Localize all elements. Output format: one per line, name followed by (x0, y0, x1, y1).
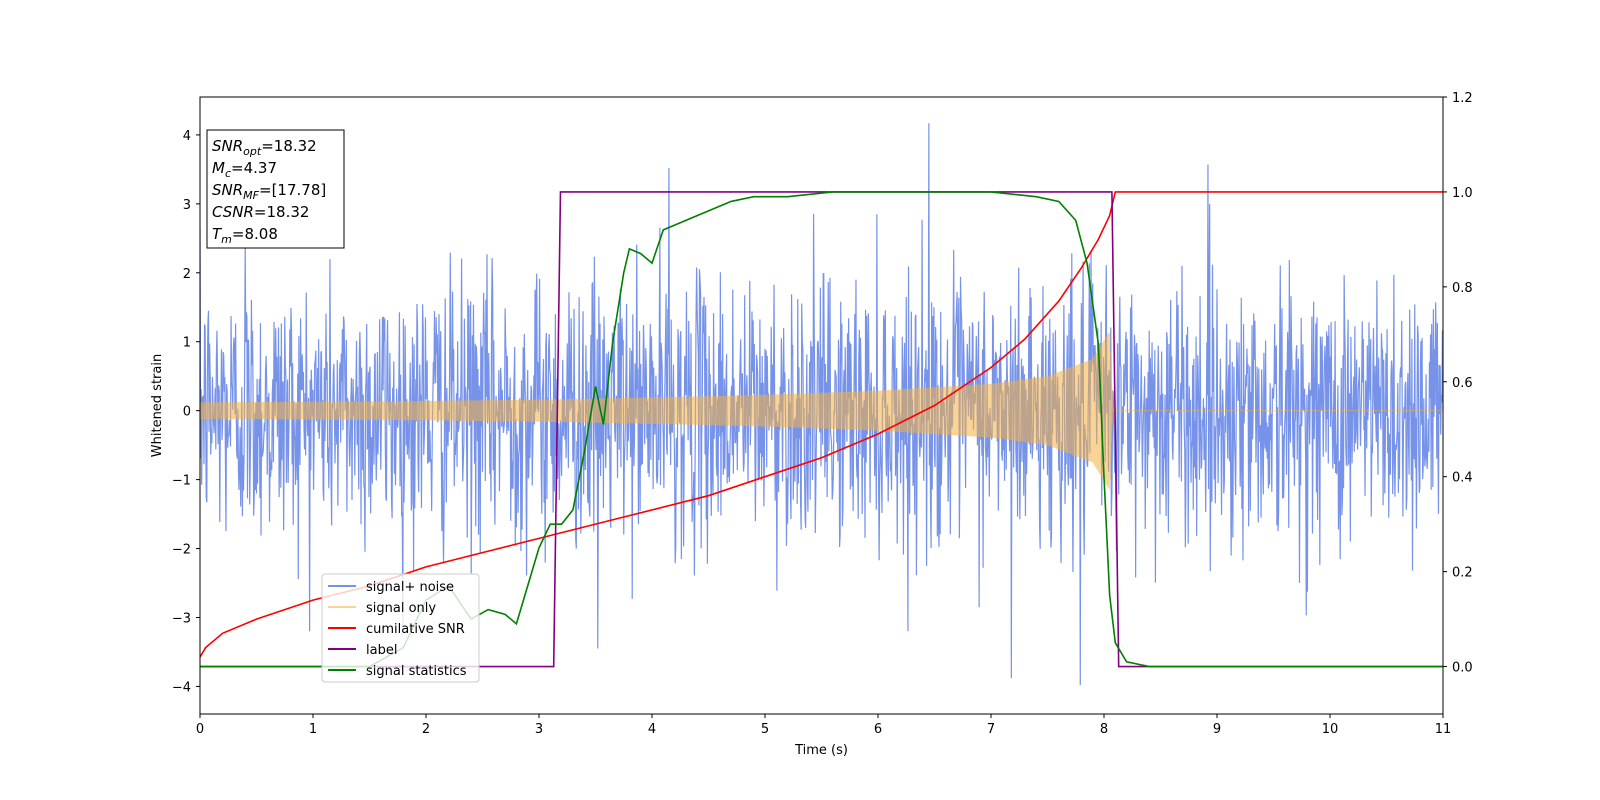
y-tick-label: 1 (183, 336, 191, 351)
x-tick-label: 9 (1213, 722, 1221, 737)
x-tick-label: 4 (648, 722, 656, 737)
x-tick-label: 11 (1435, 722, 1452, 737)
y-tick-label-right: 0.4 (1452, 471, 1473, 486)
legend-entry: label (366, 643, 397, 658)
series-signal-only (200, 332, 1443, 490)
y-tick-label-right: 0.6 (1452, 376, 1473, 391)
plot-area (200, 123, 1443, 686)
annotation-line: SNRopt=18.32 (212, 137, 317, 158)
series-signal-noise (200, 123, 1443, 686)
y-tick-label-right: 1.2 (1452, 91, 1473, 106)
y-tick-label-right: 0.8 (1452, 281, 1473, 296)
y-axis-left: −4 −3 −2 −1 0 1 2 3 4 (172, 129, 200, 695)
x-tick-label: 1 (309, 722, 317, 737)
annotation-line: CSNR=18.32 (212, 203, 309, 221)
y-tick-label-right: 0.2 (1452, 566, 1473, 581)
y-tick-label: −4 (172, 680, 191, 695)
y-tick-label: 0 (183, 405, 191, 420)
legend-entry: cumilative SNR (366, 622, 465, 637)
legend-frame (321, 573, 480, 683)
x-tick-label: 5 (761, 722, 769, 737)
y-tick-label: 3 (183, 198, 191, 213)
y-axis-label: Whitened strain (150, 354, 165, 457)
legend-entry: signal only (366, 601, 436, 616)
plot-frame (199, 96, 1444, 715)
x-tick-label: 6 (874, 722, 882, 737)
x-tick-label: 2 (422, 722, 430, 737)
y-tick-label: 2 (183, 267, 191, 282)
y-tick-label: 4 (183, 129, 191, 144)
x-tick-label: 8 (1100, 722, 1108, 737)
x-axis-label: Time (s) (794, 743, 848, 758)
legend-entry: signal statistics (366, 664, 467, 679)
series-signal-statistics (200, 191, 1443, 668)
x-tick-label: 10 (1322, 722, 1339, 737)
y-tick-label: −1 (172, 474, 191, 489)
legend: signal+ noise signal only cumilative SNR la… (321, 573, 480, 683)
y-axis-right: 0.0 0.2 0.4 0.6 0.8 1.0 1.2 (1443, 91, 1473, 676)
annotation-line: Tm=8.08 (212, 225, 278, 246)
y-tick-label-right: 1.0 (1452, 186, 1473, 201)
y-tick-label-right: 0.0 (1452, 661, 1473, 676)
x-axis: 0 1 2 3 4 5 6 7 8 9 10 11 (196, 714, 1451, 737)
series-cumilative-snr (200, 191, 1443, 658)
annotation-frame (206, 129, 345, 249)
annotation-line: Mc=4.37 (212, 159, 277, 180)
annotation-line: SNRMF=[17.78] (212, 181, 326, 202)
x-tick-label: 7 (987, 722, 995, 737)
y-tick-label: −2 (172, 543, 191, 558)
x-tick-label: 0 (196, 722, 204, 737)
annotation-box: SNRopt=18.32Mc=4.37SNRMF=[17.78]CSNR=18.… (206, 129, 345, 249)
x-tick-label: 3 (535, 722, 543, 737)
legend-entry: signal+ noise (366, 580, 454, 595)
y-tick-label: −3 (172, 611, 191, 626)
